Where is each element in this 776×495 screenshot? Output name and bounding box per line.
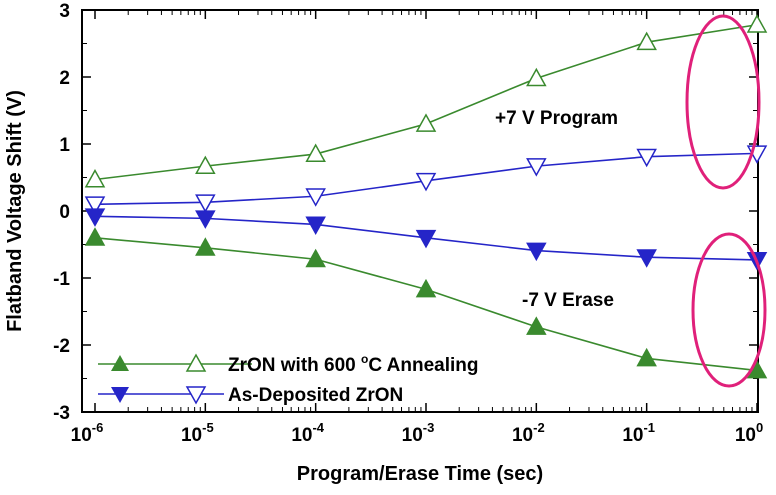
data-point-annealed-solid [636, 347, 657, 367]
annotation-program: +7 V Program [495, 108, 618, 129]
legend-marker-annealed-hollow [185, 353, 207, 372]
y-tick-label: 0 [59, 202, 70, 223]
erase-ellipse [691, 232, 767, 388]
data-point-as_deposited-none [636, 148, 657, 168]
y-tick-label: -1 [53, 269, 70, 290]
data-point-as_deposited-none [195, 194, 216, 213]
legend: ZrON with 600 oC Annealing As-Deposited … [98, 352, 479, 406]
data-point-annealed-solid [526, 316, 547, 335]
data-point-annealed-none [84, 168, 106, 188]
x-tick-label: 10-1 [622, 420, 655, 446]
x-tick-label: 10-4 [291, 420, 324, 446]
x-tick-label: 100 [735, 420, 763, 446]
data-point-annealed-none [636, 31, 657, 51]
data-point-as_deposited-none [305, 188, 326, 207]
x-tick-label: 10-5 [181, 420, 214, 446]
legend-label-as-deposited: As-Deposited ZrON [228, 385, 403, 406]
plot-frame [81, 9, 759, 413]
data-point-as_deposited-solid [305, 216, 326, 235]
legend-marker-as-deposited-solid [111, 387, 129, 403]
data-point-as_deposited-solid [415, 229, 437, 249]
data-point-as_deposited-none [84, 196, 106, 215]
series-group [84, 14, 768, 379]
legend-entry-annealed: ZrON with 600 oC Annealing [98, 352, 479, 376]
data-point-annealed-solid [195, 237, 216, 256]
annotation-erase: -7 V Erase [522, 290, 614, 311]
data-point-annealed-solid [415, 278, 437, 298]
data-point-annealed-solid [84, 227, 106, 246]
y-tick-label: 2 [59, 68, 70, 89]
legend-label-annealed: ZrON with 600 oC Annealing [228, 352, 479, 376]
program-ellipse [685, 14, 761, 190]
y-tick-label: 1 [59, 135, 70, 156]
y-tick-label: 3 [59, 1, 70, 22]
data-point-annealed-none [526, 67, 547, 87]
data-point-annealed-none [746, 14, 768, 33]
x-tick-label: 10-3 [402, 420, 435, 446]
data-point-annealed-none [305, 143, 326, 162]
x-tick-label: 10-2 [512, 420, 545, 446]
legend-entry-as-deposited: As-Deposited ZrON [98, 385, 403, 406]
x-axis-title: Program/Erase Time (sec) [297, 463, 543, 485]
data-point-as_deposited-solid [84, 208, 106, 227]
data-point-as_deposited-solid [526, 242, 547, 262]
data-point-as_deposited-solid [195, 210, 216, 229]
data-point-as_deposited-solid [636, 249, 657, 268]
y-tick-label: -2 [53, 336, 70, 357]
x-tick-label: 10-6 [71, 420, 104, 446]
data-point-as_deposited-none [415, 172, 437, 192]
data-point-annealed-none [415, 113, 437, 132]
y-axis-ticks: 3 2 1 0 -1 -2 -3 [53, 1, 758, 424]
data-point-annealed-solid [305, 248, 326, 268]
data-point-as_deposited-none [526, 158, 547, 177]
y-tick-label: -3 [53, 403, 70, 424]
data-point-annealed-none [195, 155, 216, 175]
legend-marker-annealed-solid [111, 355, 129, 371]
legend-marker-as-deposited-hollow [185, 386, 207, 405]
y-axis-title: Flatband Voltage Shift (V) [4, 90, 26, 332]
x-axis-ticks: 10-6 10-5 10-4 10-3 10-2 10-1 100 [71, 10, 763, 446]
